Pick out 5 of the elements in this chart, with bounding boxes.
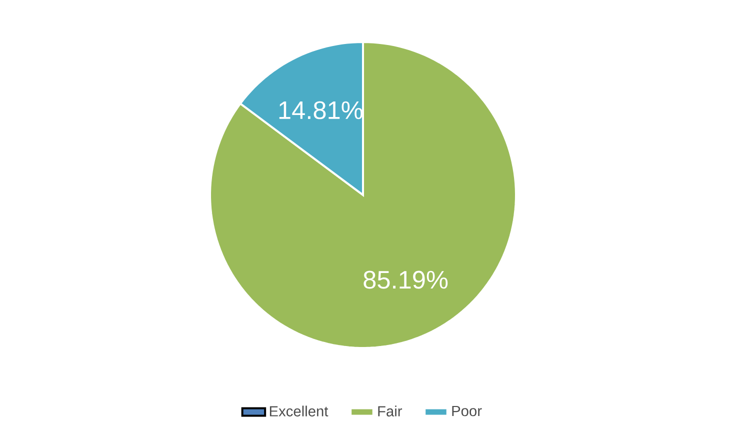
legend-label: Poor (452, 406, 482, 416)
data-label: 14.81% (279, 101, 362, 120)
legend-label: Excellent (270, 406, 328, 416)
data-label: 85.19% (364, 270, 448, 289)
legend-label: Fair (378, 406, 402, 416)
